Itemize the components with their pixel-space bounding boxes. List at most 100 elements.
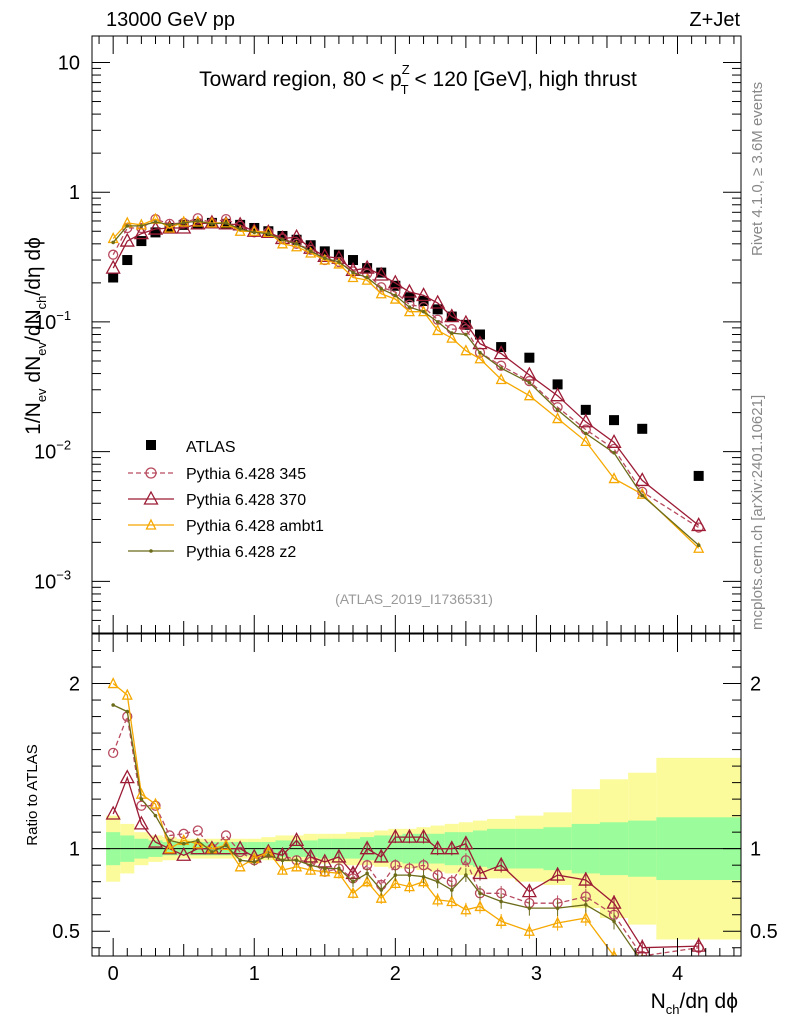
main-point-p345 — [496, 360, 507, 371]
ratio-point-z2 — [266, 853, 271, 858]
ratio-point-p345 — [136, 800, 147, 811]
main-point-z2 — [407, 305, 412, 309]
ratio-point-z2 — [612, 919, 616, 924]
main-plot-content — [105, 212, 707, 553]
ratio-point-ambt1 — [149, 797, 162, 809]
ratio-point-p370 — [162, 840, 178, 855]
ratio-point-p370 — [430, 840, 446, 855]
main-point-p370 — [387, 274, 403, 289]
main-point-p370 — [578, 413, 594, 428]
main-point-p370 — [549, 387, 566, 402]
ratio-point-p370 — [232, 840, 248, 855]
main-point-ambt1 — [580, 434, 592, 447]
ratio-line-p345 — [112, 714, 699, 956]
ratio-point-ambt1 — [418, 875, 430, 887]
ratio-point-z2 — [153, 813, 158, 818]
ratio-point-z2 — [379, 888, 384, 892]
ratio-point-z2 — [499, 899, 503, 904]
ratio-line-z2 — [112, 704, 639, 956]
main-point-z2 — [435, 320, 440, 324]
main-point-ambt1 — [389, 292, 401, 304]
main-point-ambt1 — [262, 225, 274, 238]
ratio-point-ambt1 — [460, 903, 472, 915]
legend: ATLAS Pythia 6.428 345 Pythia 6.428 370 … — [128, 439, 324, 561]
main-point-z2 — [351, 270, 355, 275]
main-point-z2 — [294, 242, 299, 246]
ratio-point-p370 — [415, 828, 432, 843]
ratio-point-p345 — [178, 828, 189, 839]
ratio-axis-ticks: 0.5 0.5 1 1 2 2 0 1 2 3 4 — [52, 634, 778, 985]
ratio-ytick-label: 1 — [69, 839, 80, 861]
ratio-point-p370 — [521, 883, 537, 898]
main-point-z2 — [210, 222, 214, 226]
main-point-ambt1 — [608, 472, 620, 484]
ratio-point-p345 — [192, 825, 203, 836]
ratio-point-z2 — [555, 906, 560, 910]
ratio-point-z2 — [337, 866, 341, 871]
ratio-point-z2 — [393, 873, 398, 877]
ratio-point-z2 — [210, 850, 214, 854]
main-point-atlas — [108, 272, 119, 283]
ratio-point-ambt1 — [234, 860, 246, 872]
main-point-z2 — [464, 332, 468, 337]
ratio-xtick-label: 2 — [390, 963, 401, 985]
main-point-p370 — [133, 225, 149, 240]
ratio-point-p370 — [578, 871, 594, 886]
main-point-p370 — [634, 472, 650, 487]
main-point-z2 — [393, 293, 398, 298]
main-point-p370 — [606, 433, 622, 448]
ratio-point-p370 — [147, 833, 164, 848]
main-point-p370 — [373, 266, 389, 281]
main-line-p370 — [112, 222, 700, 526]
main-point-p345 — [291, 238, 302, 249]
ratio-point-p370 — [359, 840, 375, 855]
ratio-point-ambt1 — [276, 863, 289, 875]
main-ytick-exponent: −3 — [56, 567, 71, 582]
main-point-ambt1 — [178, 215, 190, 227]
main-point-z2 — [499, 366, 503, 370]
ratio-point-z2 — [181, 841, 186, 846]
title-post: < 120 [GeV], high thrust — [409, 68, 637, 91]
ratio-point-ambt1 — [552, 916, 564, 928]
main-point-atlas — [333, 249, 344, 260]
ratio-point-ambt1 — [446, 895, 458, 907]
ratio-point-z2 — [224, 843, 228, 848]
main-point-atlas — [277, 230, 288, 241]
xlabel-part-a: N — [651, 990, 666, 1013]
main-ytick-label: 1 — [69, 182, 80, 204]
main-point-p370 — [176, 219, 192, 234]
ratio-point-p370 — [105, 805, 121, 820]
main-point-z2 — [555, 408, 560, 412]
main-point-z2 — [322, 256, 327, 260]
main-point-z2 — [266, 231, 271, 236]
title-sub: T — [401, 82, 409, 97]
ratio-point-z2 — [584, 903, 588, 907]
main-point-atlas — [122, 255, 133, 266]
header-left: 13000 GeV pp — [106, 9, 235, 31]
ratio-point-z2 — [449, 888, 454, 892]
main-point-z2 — [527, 380, 532, 385]
main-point-ambt1 — [347, 271, 359, 283]
ylabel-sub-a: ev — [34, 388, 49, 402]
ratio-point-z2 — [308, 863, 313, 867]
ratio-point-p370 — [119, 769, 135, 784]
main-series-layer — [105, 212, 707, 553]
ratio-point-p370 — [387, 828, 403, 843]
legend-label-ambt1: Pythia 6.428 ambt1 — [186, 518, 324, 535]
main-point-ambt1 — [291, 240, 303, 252]
ratio-xlabel: Nch/dη dϕ — [651, 990, 738, 1017]
main-point-atlas — [580, 404, 591, 415]
ratio-frame — [91, 633, 742, 957]
xlabel-sub-a: ch — [666, 1002, 680, 1017]
ratio-xtick-label: 3 — [531, 963, 542, 985]
main-point-ambt1 — [220, 216, 232, 228]
main-point-p370 — [119, 232, 135, 247]
main-point-atlas — [150, 227, 161, 238]
main-title: Toward region, 80 < pZ T < 120 [GeV], hig… — [199, 62, 637, 97]
mcplots-label: mcplots.cern.ch [arXiv:2401.10621] — [749, 395, 766, 630]
ratio-point-p370 — [331, 848, 347, 863]
ratio-point-z2 — [407, 873, 412, 877]
main-point-ambt1 — [552, 412, 564, 424]
main-point-ambt1 — [206, 216, 218, 228]
